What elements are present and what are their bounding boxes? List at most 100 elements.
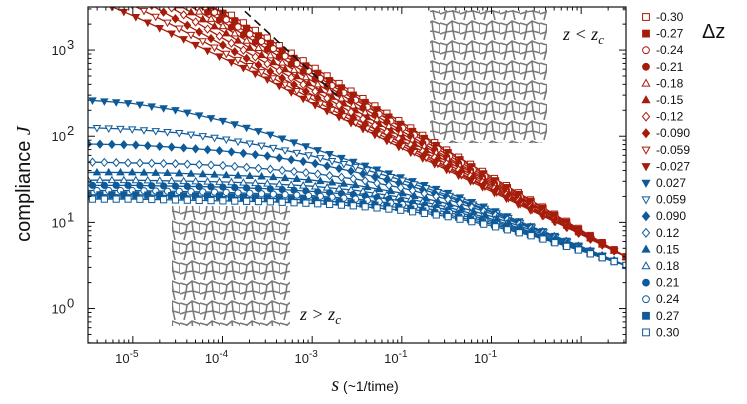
- data-point: [372, 166, 382, 175]
- legend-marker: [641, 128, 651, 139]
- data-point: [245, 140, 255, 149]
- data-point: [131, 140, 140, 150]
- data-point: [251, 178, 260, 187]
- data-point: [551, 239, 559, 247]
- data-point: [147, 158, 156, 168]
- legend-marker: [641, 196, 651, 205]
- data-point: [116, 167, 125, 176]
- data-point: [171, 196, 180, 204]
- data-point: [159, 158, 168, 169]
- data-point: [88, 97, 97, 105]
- data-point: [370, 131, 380, 140]
- data-point: [123, 100, 133, 108]
- data-point: [360, 107, 370, 116]
- data-point: [144, 191, 152, 199]
- data-point: [100, 98, 109, 106]
- data-point: [245, 62, 255, 71]
- data-point: [322, 107, 332, 116]
- data-point: [278, 73, 287, 83]
- data-point: [360, 162, 370, 171]
- data-point: [183, 109, 192, 118]
- data-point: [183, 7, 192, 8]
- series-line--0.30: [217, 7, 626, 258]
- data-point: [242, 162, 251, 173]
- legend-label: -0.27: [656, 27, 684, 41]
- legend-entry: -0.24: [642, 43, 684, 57]
- data-point: [621, 253, 626, 262]
- data-point: [373, 178, 381, 188]
- data-point: [96, 191, 104, 199]
- data-point: [550, 218, 559, 227]
- data-point: [514, 201, 523, 209]
- series-line--0.21: [198, 7, 626, 258]
- data-point: [246, 189, 254, 197]
- data-point: [327, 158, 337, 166]
- data-point: [263, 151, 272, 161]
- data-point: [147, 103, 157, 111]
- data-point: [290, 166, 298, 177]
- data-point: [148, 182, 156, 190]
- legend-entry: 0.18: [641, 259, 680, 273]
- data-point: [160, 182, 168, 190]
- data-point: [231, 197, 239, 205]
- y-tick-exponent: 1: [67, 209, 74, 224]
- data-point: [179, 143, 188, 153]
- data-point: [266, 131, 275, 140]
- data-point: [280, 81, 290, 90]
- data-point: [143, 175, 153, 184]
- data-point: [159, 7, 168, 17]
- data-point: [112, 181, 120, 189]
- data-point: [139, 127, 149, 135]
- legend-marker: [642, 46, 650, 55]
- data-point: [334, 113, 344, 122]
- data-point: [349, 174, 358, 184]
- data-point: [203, 177, 212, 185]
- data-point: [339, 160, 349, 169]
- data-point: [227, 147, 236, 157]
- data-point: [251, 52, 260, 62]
- data-point: [171, 107, 180, 115]
- data-point: [210, 8, 219, 16]
- data-point: [349, 202, 357, 210]
- data-point: [325, 170, 334, 181]
- data-point: [325, 151, 334, 159]
- data-point: [257, 50, 266, 59]
- data-point: [292, 87, 302, 96]
- legend-entry: -0.18: [641, 76, 684, 90]
- data-point: [326, 200, 334, 209]
- data-point: [155, 141, 164, 152]
- data-point: [215, 177, 224, 185]
- data-point: [408, 208, 417, 216]
- data-point: [104, 125, 113, 133]
- data-point: [585, 235, 595, 244]
- data-point: [263, 179, 272, 187]
- data-point: [186, 7, 196, 16]
- data-point: [233, 138, 243, 147]
- data-point: [442, 166, 451, 175]
- data-point: [127, 167, 137, 176]
- data-point: [132, 191, 140, 199]
- data-point: [203, 8, 212, 16]
- data-point: [139, 168, 149, 176]
- data-point: [135, 101, 145, 110]
- data-point: [454, 172, 463, 181]
- data-point: [227, 177, 236, 186]
- data-point: [287, 60, 295, 68]
- data-point: [198, 133, 208, 141]
- legend-entry: 0.30: [642, 325, 680, 339]
- data-point: [203, 145, 212, 155]
- data-point: [227, 23, 236, 31]
- series-layer: [88, 7, 626, 271]
- data-point: [136, 195, 144, 203]
- data-point: [167, 7, 176, 13]
- data-point: [92, 124, 102, 133]
- data-point: [275, 66, 284, 76]
- data-point: [310, 181, 320, 190]
- data-point: [195, 183, 203, 191]
- data-point: [527, 232, 535, 240]
- data-point: [242, 53, 251, 63]
- y-tick-label: 10: [52, 43, 66, 58]
- data-point: [96, 139, 104, 149]
- y-tick-label: 10: [52, 215, 66, 230]
